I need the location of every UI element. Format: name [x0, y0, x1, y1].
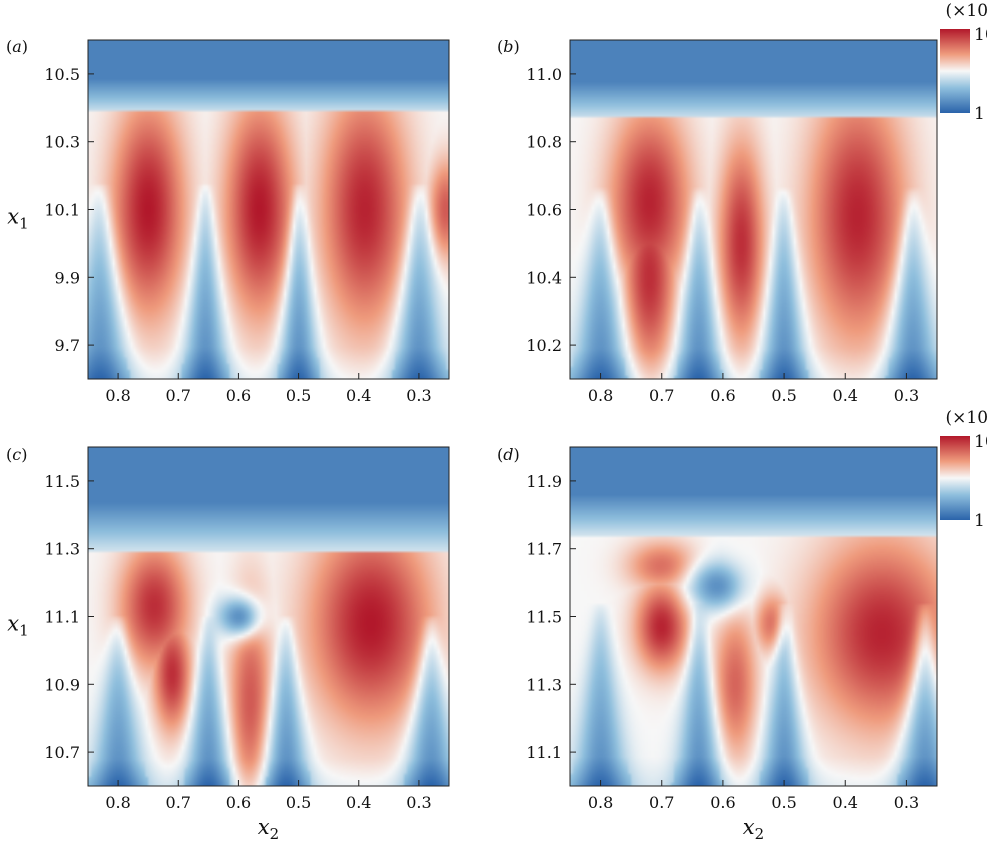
y-tick-label: 11.5 — [526, 608, 562, 627]
x-tick-label: 0.5 — [771, 793, 796, 812]
x-tick-label: 0.6 — [226, 386, 251, 405]
panel-a: 0.8 0.7 0.6 0.5 0.4 0.3 9.7 9.9 10.1 10.3 10.5 (a) x… — [6, 37, 450, 405]
x-tick-label: 0.7 — [649, 386, 674, 405]
x-tick-label: 0.5 — [771, 386, 796, 405]
y-tick-label: 11.0 — [526, 65, 562, 84]
colorbar-min-label: 1 — [974, 511, 985, 531]
colorbar-max-label: 10 — [974, 25, 987, 45]
x-tick-label: 0.5 — [286, 793, 311, 812]
y-tick-label: 10.3 — [44, 133, 80, 152]
y-axis-label: x1 — [7, 612, 28, 640]
x-tick-label: 0.4 — [346, 793, 371, 812]
panels-group: 0.8 0.7 0.6 0.5 0.4 0.39.79.910.110.310.5(a)x… — [6, 1, 987, 843]
x-tick-label: 0.8 — [588, 386, 613, 405]
panel-label: (c) — [6, 445, 27, 464]
y-tick-label: 10.9 — [44, 675, 80, 694]
x-tick-label: 0.4 — [833, 386, 858, 405]
y-tick-label: 10.7 — [44, 743, 80, 762]
panel-label: (d) — [497, 445, 520, 464]
colorbar-max-label: 10 — [974, 432, 987, 452]
y-tick-label: 10.4 — [526, 268, 562, 287]
colorbar: (×10⁻³) 10 1 — [940, 408, 987, 531]
x-tick-label: 0.8 — [105, 386, 130, 405]
x-tick-label: 0.3 — [894, 386, 919, 405]
panel-c: 0.8 0.7 0.6 0.5 0.4 0.3 10.7 10.9 11.1 11.3 11.5 (c… — [6, 445, 450, 843]
colorbar-unit: (×10⁻³) — [946, 408, 987, 428]
x-tick-label: 0.7 — [166, 793, 191, 812]
y-tick-label: 11.3 — [44, 540, 80, 559]
x-tick-label: 0.7 — [649, 793, 674, 812]
y-axis-label: x1 — [7, 205, 28, 233]
x-tick-label: 0.6 — [710, 793, 735, 812]
y-tick-label: 11.5 — [44, 472, 80, 491]
x-tick-label: 0.3 — [894, 793, 919, 812]
x-axis-label: x2 — [258, 815, 279, 843]
colorbar-bar — [940, 29, 970, 113]
y-tick-label: 11.9 — [526, 472, 562, 491]
heat-field — [570, 447, 937, 786]
x-tick-label: 0.3 — [406, 793, 431, 812]
y-tick-label: 10.5 — [44, 65, 80, 84]
y-tick-label: 10.2 — [526, 336, 562, 355]
y-tick-label: 11.3 — [526, 675, 562, 694]
panel-d: 0.8 0.7 0.6 0.5 0.4 0.3 11.1 11.3 11.5 11.7 11.9 (d… — [497, 408, 987, 843]
heat-field — [88, 447, 449, 786]
y-tick-label: 11.1 — [526, 743, 562, 762]
colorbar-unit: (×10⁻³) — [946, 1, 987, 21]
y-tick-label: 9.7 — [55, 336, 80, 355]
heat-field — [88, 40, 449, 379]
x-tick-label: 0.6 — [226, 793, 251, 812]
x-axis-label: x2 — [743, 815, 764, 843]
colorbar: (×10⁻³) 10 1 — [940, 1, 987, 124]
y-tick-label: 9.9 — [55, 268, 80, 287]
panel-label: (b) — [497, 37, 520, 56]
y-tick-label: 11.1 — [44, 608, 80, 627]
y-tick-label: 10.8 — [526, 133, 562, 152]
colorbar-min-label: 1 — [974, 104, 985, 124]
y-tick-label: 10.1 — [44, 201, 80, 220]
y-tick-label: 11.7 — [526, 540, 562, 559]
panel-b: 0.8 0.7 0.6 0.5 0.4 0.3 10.2 10.4 10.6 10.8 11.0 (b… — [497, 1, 987, 405]
x-tick-label: 0.3 — [406, 386, 431, 405]
x-tick-label: 0.7 — [166, 386, 191, 405]
x-tick-label: 0.8 — [588, 793, 613, 812]
y-tick-label: 10.6 — [526, 201, 562, 220]
x-tick-label: 0.4 — [833, 793, 858, 812]
colorbar-bar — [940, 436, 970, 520]
x-tick-label: 0.6 — [710, 386, 735, 405]
x-tick-label: 0.5 — [286, 386, 311, 405]
heat-field — [570, 40, 937, 379]
x-tick-label: 0.4 — [346, 386, 371, 405]
x-tick-label: 0.8 — [105, 793, 130, 812]
panel-label: (a) — [6, 37, 28, 56]
